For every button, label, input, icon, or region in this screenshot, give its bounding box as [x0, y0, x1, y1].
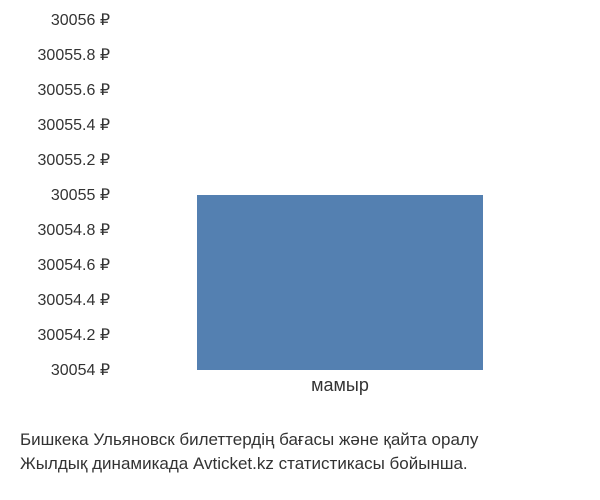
y-tick-label: 30055.6 ₽: [38, 80, 110, 100]
y-tick-label: 30054.2 ₽: [38, 325, 110, 345]
y-tick-label: 30054.4 ₽: [38, 290, 110, 310]
caption-line-1: Бишкека Ульяновск билеттердің бағасы жән…: [20, 428, 478, 452]
x-tick-label: мамыр: [311, 375, 369, 396]
y-tick-label: 30055.4 ₽: [38, 115, 110, 135]
chart-caption: Бишкека Ульяновск билеттердің бағасы жән…: [20, 428, 478, 476]
y-tick-label: 30055 ₽: [51, 185, 110, 205]
x-axis: мамыр: [120, 375, 560, 405]
y-tick-label: 30054.8 ₽: [38, 220, 110, 240]
bar: [197, 195, 483, 370]
chart-container: 30056 ₽ 30055.8 ₽ 30055.6 ₽ 30055.4 ₽ 30055.…: [0, 0, 600, 420]
caption-line-2: Жылдық динамикада Avticket.kz статистика…: [20, 452, 478, 476]
y-tick-label: 30056 ₽: [51, 10, 110, 30]
y-tick-label: 30055.2 ₽: [38, 150, 110, 170]
y-axis: 30056 ₽30055.8 ₽30055.6 ₽30055.4 ₽30055.…: [0, 20, 115, 370]
y-tick-label: 30054.6 ₽: [38, 255, 110, 275]
y-tick-label: 30055.8 ₽: [38, 45, 110, 65]
y-tick-label: 30054 ₽: [51, 360, 110, 380]
plot-area: [120, 20, 560, 370]
